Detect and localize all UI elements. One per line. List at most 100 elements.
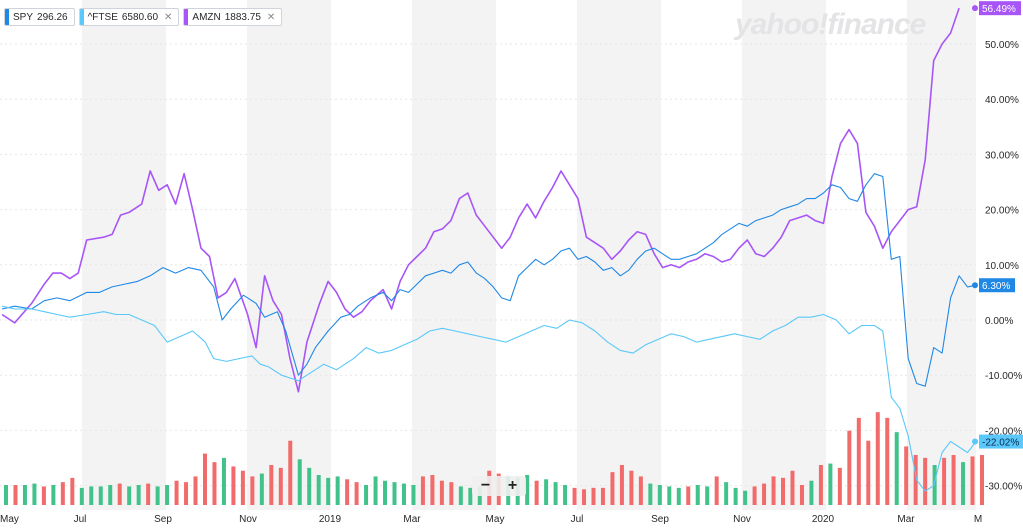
volume-bar: [165, 485, 170, 505]
volume-bar: [307, 467, 312, 505]
volume-bar: [401, 483, 406, 505]
volume-bar: [212, 462, 217, 505]
volume-bar: [288, 440, 293, 505]
volume-bar: [894, 432, 899, 505]
volume-bar: [648, 483, 653, 505]
volume-bars: [4, 412, 984, 505]
volume-bar: [468, 487, 473, 505]
month-band: [247, 0, 331, 510]
yahoo-finance-logo: yahoo!finance: [735, 8, 926, 41]
volume-bar: [743, 490, 748, 505]
volume-bar: [923, 457, 928, 505]
volume-bar: [430, 475, 435, 505]
volume-bar: [904, 446, 909, 505]
x-tick-label: Jul: [74, 514, 87, 525]
volume-bar: [818, 465, 823, 505]
volume-bar: [762, 483, 767, 505]
volume-bar: [932, 465, 937, 505]
volume-bar: [354, 482, 359, 505]
month-band: [907, 0, 976, 510]
volume-bar: [326, 477, 331, 505]
volume-bar: [335, 476, 340, 505]
volume-bar: [60, 482, 65, 505]
volume-bar: [13, 485, 18, 505]
volume-bar: [686, 486, 691, 505]
volume-bar: [563, 485, 568, 505]
x-tick-label: 2020: [812, 514, 835, 525]
volume-bar: [582, 489, 587, 505]
volume-bar: [951, 455, 956, 505]
y-tick-label: 50.00%: [985, 40, 1019, 51]
month-bands: [82, 0, 976, 510]
volume-bar: [449, 482, 454, 505]
volume-bar: [364, 485, 369, 505]
volume-bar: [799, 485, 804, 505]
legend-chip-amzn[interactable]: AMZN 1883.75 ✕: [183, 8, 283, 26]
volume-bar: [790, 470, 795, 505]
volume-bar: [136, 485, 141, 505]
volume-bar: [316, 475, 321, 505]
close-icon[interactable]: ✕: [164, 11, 173, 23]
end-label-box: [979, 278, 1015, 293]
volume-bar: [174, 480, 179, 505]
volume-bar: [278, 467, 283, 505]
month-band: [577, 0, 661, 510]
x-tick-label: Sep: [154, 514, 172, 525]
end-label-box: [979, 434, 1023, 449]
x-tick-label: Nov: [239, 514, 257, 525]
volume-bar: [885, 417, 890, 505]
volume-bar: [155, 486, 160, 505]
x-tick-label: Mar: [897, 514, 915, 525]
legend-chip-spy[interactable]: SPY 296.26: [4, 8, 75, 26]
close-icon[interactable]: ✕: [266, 11, 276, 23]
volume-bar: [240, 470, 245, 505]
volume-bar: [534, 480, 539, 505]
volume-bar: [51, 485, 56, 505]
volume-bar: [980, 455, 984, 505]
volume-bar: [752, 486, 757, 505]
end-marker: [972, 5, 978, 12]
volume-bar: [259, 473, 264, 505]
y-tick-label: -10.00%: [985, 371, 1022, 382]
spy-swatch: [5, 9, 9, 25]
series-line-spy: [1, 173, 977, 387]
volume-bar: [108, 485, 113, 505]
y-tick-label: 30.00%: [985, 150, 1019, 161]
volume-bar: [32, 483, 37, 505]
y-tick-label: -20.00%: [985, 426, 1022, 437]
volume-bar: [667, 486, 672, 505]
x-tick-label: Mar: [403, 514, 421, 525]
volume-bar: [439, 480, 444, 505]
volume-bar: [184, 482, 189, 505]
volume-bar: [695, 485, 700, 505]
x-tick-label: May: [486, 514, 505, 525]
volume-bar: [705, 486, 710, 505]
y-tick-label: 20.00%: [985, 206, 1019, 217]
volume-bar: [458, 486, 463, 505]
x-tick-label: Nov: [733, 514, 751, 525]
volume-bar: [847, 430, 852, 505]
zoom-in-button[interactable]: +: [499, 476, 526, 496]
amzn-symbol: AMZN: [192, 11, 221, 23]
volume-bar: [724, 482, 729, 505]
series-line-ftse: [1, 305, 977, 492]
end-label-text: 6.30%: [982, 281, 1010, 292]
legend-chip-ftse[interactable]: ^FTSE 6580.60 ✕: [78, 8, 180, 26]
zoom-controls: − +: [472, 476, 526, 496]
spy-symbol: SPY: [13, 11, 34, 23]
volume-bar: [127, 486, 132, 505]
volume-bar: [771, 476, 776, 505]
volume-bar: [619, 465, 624, 505]
zoom-out-button[interactable]: −: [472, 476, 499, 496]
volume-bar: [856, 417, 861, 505]
comparison-legend: SPY 296.26 ^FTSE 6580.60 ✕ AMZN 1883.75 …: [4, 8, 283, 26]
end-marker: [972, 438, 978, 445]
volume-bar: [781, 477, 786, 505]
spy-price: 296.26: [37, 11, 68, 23]
volume-bar: [4, 485, 8, 505]
volume-bar: [961, 462, 966, 505]
volume-bar: [913, 455, 918, 505]
volume-bar: [297, 459, 302, 505]
